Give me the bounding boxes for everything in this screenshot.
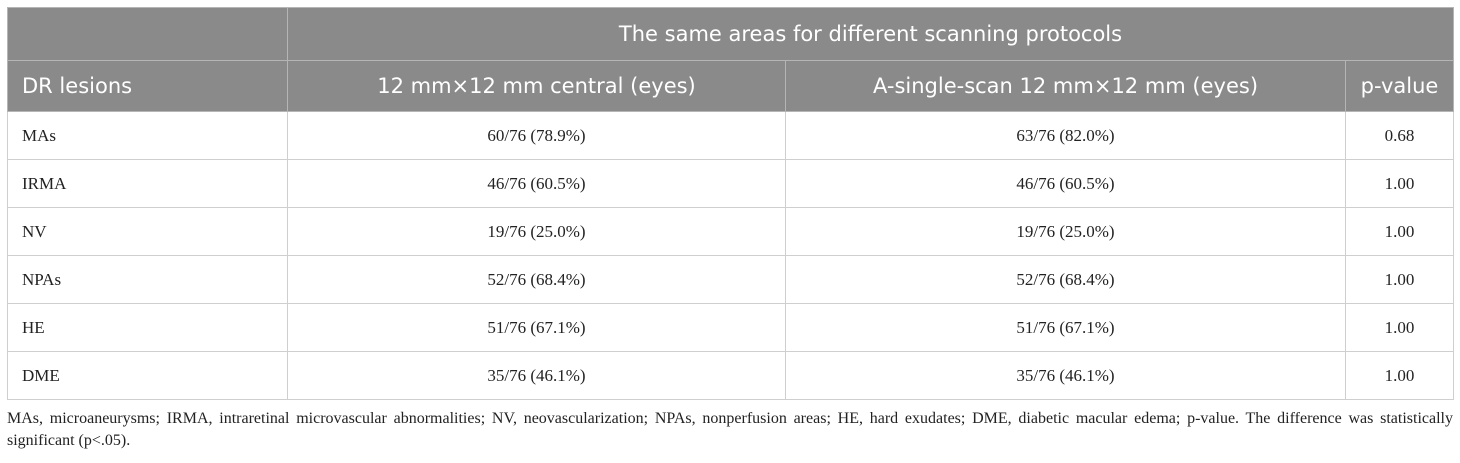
table-row: NV 19/76 (25.0%) 19/76 (25.0%) 1.00 [7,207,1454,256]
lesion-cell: MAs [7,111,288,160]
p-value-cell: 1.00 [1345,255,1454,304]
table-row: NPAs 52/76 (68.4%) 52/76 (68.4%) 1.00 [7,255,1454,304]
central-cell: 51/76 (67.1%) [287,303,786,352]
central-cell: 52/76 (68.4%) [287,255,786,304]
header-group-title: The same areas for different scanning pr… [287,7,1454,61]
header-group-row: The same areas for different scanning pr… [7,7,1454,61]
table-row: DME 35/76 (46.1%) 35/76 (46.1%) 1.00 [7,351,1454,400]
column-header-lesion: DR lesions [7,60,288,112]
lesion-cell: HE [7,303,288,352]
column-header-central: 12 mm×12 mm central (eyes) [287,60,786,112]
single-scan-cell: 52/76 (68.4%) [785,255,1346,304]
lesion-cell: NV [7,207,288,256]
p-value-cell: 0.68 [1345,111,1454,160]
table-row: HE 51/76 (67.1%) 51/76 (67.1%) 1.00 [7,303,1454,352]
column-header-single-scan: A-single-scan 12 mm×12 mm (eyes) [785,60,1346,112]
p-value-cell: 1.00 [1345,351,1454,400]
results-table: The same areas for different scanning pr… [7,7,1454,400]
results-table-container: The same areas for different scanning pr… [7,7,1454,400]
central-cell: 46/76 (60.5%) [287,159,786,208]
lesion-cell: NPAs [7,255,288,304]
column-header-p-value: p-value [1345,60,1454,112]
p-value-cell: 1.00 [1345,207,1454,256]
central-cell: 60/76 (78.9%) [287,111,786,160]
single-scan-cell: 46/76 (60.5%) [785,159,1346,208]
table-footnote: MAs, microaneurysms; IRMA, intraretinal … [7,410,1453,449]
column-header-row: DR lesions 12 mm×12 mm central (eyes) A-… [7,60,1454,112]
central-cell: 35/76 (46.1%) [287,351,786,400]
table-row: IRMA 46/76 (60.5%) 46/76 (60.5%) 1.00 [7,159,1454,208]
p-value-cell: 1.00 [1345,303,1454,352]
single-scan-cell: 63/76 (82.0%) [785,111,1346,160]
single-scan-cell: 19/76 (25.0%) [785,207,1346,256]
single-scan-cell: 35/76 (46.1%) [785,351,1346,400]
single-scan-cell: 51/76 (67.1%) [785,303,1346,352]
lesion-cell: IRMA [7,159,288,208]
header-empty-cell [7,7,288,61]
lesion-cell: DME [7,351,288,400]
p-value-cell: 1.00 [1345,159,1454,208]
central-cell: 19/76 (25.0%) [287,207,786,256]
table-row: MAs 60/76 (78.9%) 63/76 (82.0%) 0.68 [7,111,1454,160]
